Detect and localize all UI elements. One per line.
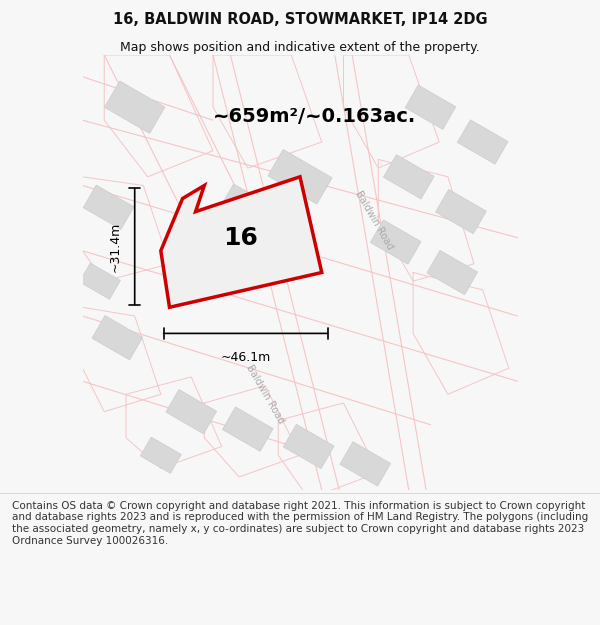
Polygon shape [383, 154, 434, 199]
Polygon shape [83, 185, 134, 229]
Polygon shape [92, 316, 143, 360]
Text: ~659m²/~0.163ac.: ~659m²/~0.163ac. [213, 107, 416, 126]
Text: 16: 16 [224, 226, 259, 250]
Polygon shape [283, 424, 334, 469]
Text: ~31.4m: ~31.4m [109, 221, 122, 271]
Polygon shape [436, 189, 487, 234]
Polygon shape [268, 149, 332, 204]
Polygon shape [140, 437, 181, 473]
Polygon shape [427, 251, 478, 294]
Polygon shape [457, 120, 508, 164]
Polygon shape [104, 81, 165, 133]
Text: Contains OS data © Crown copyright and database right 2021. This information is : Contains OS data © Crown copyright and d… [12, 501, 588, 546]
Polygon shape [166, 389, 217, 434]
Text: Baldwin Road: Baldwin Road [244, 363, 286, 426]
Polygon shape [405, 85, 456, 129]
Polygon shape [223, 407, 273, 451]
Text: 16, BALDWIN ROAD, STOWMARKET, IP14 2DG: 16, BALDWIN ROAD, STOWMARKET, IP14 2DG [113, 12, 487, 27]
Polygon shape [79, 263, 121, 299]
Text: Map shows position and indicative extent of the property.: Map shows position and indicative extent… [120, 41, 480, 54]
Polygon shape [370, 220, 421, 264]
Polygon shape [221, 184, 275, 231]
Text: Baldwin Road: Baldwin Road [353, 189, 395, 251]
Polygon shape [340, 442, 391, 486]
Text: ~46.1m: ~46.1m [221, 351, 271, 364]
Polygon shape [161, 177, 322, 308]
